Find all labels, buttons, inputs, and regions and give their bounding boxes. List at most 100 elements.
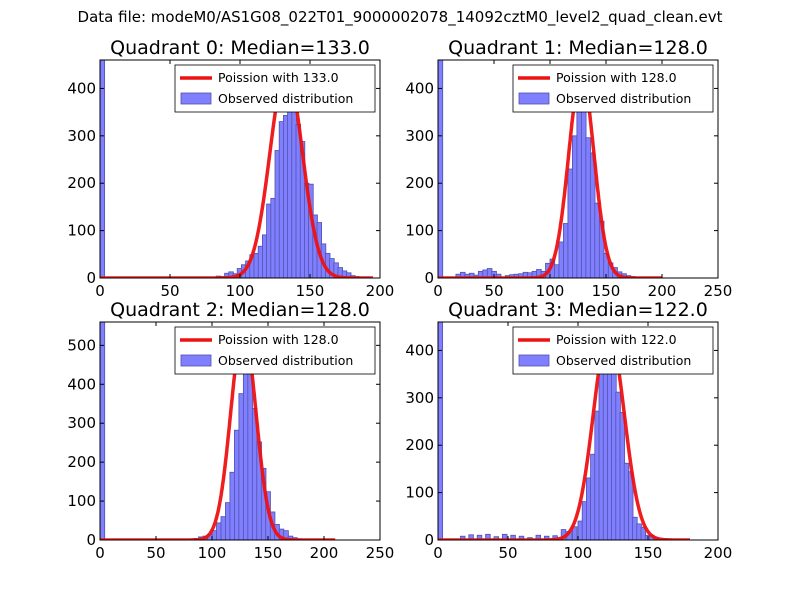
x-tick-label: 100 [198,544,227,562]
y-tick-label: 100 [67,492,96,510]
figure-suptitle: Data file: modeM0/AS1G08_022T01_90000020… [77,8,723,26]
y-tick-label: 100 [405,222,434,240]
histogram-bar [216,522,222,540]
x-tick-label: 150 [296,282,325,300]
legend-label-observed: Observed distribution [556,353,691,368]
legend-label-poisson: Poission with 128.0 [556,70,677,85]
x-tick-label: 0 [95,544,105,562]
y-tick-label: 0 [86,531,96,549]
subplot-title: Quadrant 3: Median=122.0 [448,299,708,321]
histogram-bar [576,94,582,278]
histogram-bar [594,202,600,278]
y-tick-label: 100 [405,484,434,502]
histogram-bar [220,516,227,540]
subplot-quadrant-2: 0 50 100 150 200 250 0 100 200 300 400 500 Quadrant … [67,299,394,562]
subplot-quadrant-0: 0 50 100 150 200 0 100 200 300 400 Quadrant 0: Med… [67,37,394,300]
histogram-bar [438,60,444,278]
x-tick-label: 100 [564,544,593,562]
y-tick-label: 200 [405,174,434,192]
y-tick-label: 0 [424,531,434,549]
histogram-bar [283,530,289,540]
y-tick-label: 500 [67,336,96,354]
y-tick-label: 300 [405,389,434,407]
x-tick-label: 0 [433,282,443,300]
subplot-quadrant-3: 0 50 100 150 200 0 100 200 300 400 Quadrant 3: Med… [405,299,732,562]
x-tick-label: 150 [254,544,283,562]
histogram-bar [438,322,444,540]
histogram-bar [585,137,591,278]
legend-patch-swatch [180,354,212,367]
histogram-bar [554,264,560,278]
histogram-bar [580,107,587,278]
histogram-bar [501,533,508,540]
y-tick-label: 400 [67,79,96,97]
legend: Poission with 122.0 Observed distribution [512,326,714,375]
legend-label-observed: Observed distribution [218,91,353,106]
histogram-bar [558,241,565,278]
legend-label-poisson: Poission with 128.0 [218,332,339,347]
plot-area [100,322,337,540]
y-tick-label: 300 [405,127,434,145]
x-tick-label: 0 [433,544,443,562]
x-tick-label: 250 [366,544,395,562]
legend-patch-swatch [180,92,212,105]
x-tick-label: 250 [704,282,733,300]
x-tick-label: 100 [226,282,255,300]
histogram-bar [225,502,231,540]
plot-area [438,322,692,540]
y-tick-label: 0 [424,269,434,287]
histogram-bar [495,273,502,278]
poisson-curve [100,67,375,278]
axes-frame [99,321,381,541]
legend-label-observed: Observed distribution [218,353,353,368]
x-tick-label: 150 [592,282,621,300]
subplot-title: Quadrant 2: Median=128.0 [110,299,370,321]
histogram-bar [238,393,244,540]
histogram-bar [242,356,249,540]
y-tick-label: 400 [405,79,434,97]
histogram-bar [572,135,578,278]
subplot-title: Quadrant 0: Median=133.0 [110,37,370,59]
y-tick-label: 200 [405,436,434,454]
x-tick-label: 150 [634,544,663,562]
y-tick-label: 300 [67,127,96,145]
histogram-bar [233,429,240,540]
y-tick-label: 200 [67,453,96,471]
legend-patch-swatch [518,92,550,105]
y-tick-label: 0 [86,269,96,287]
poisson-curve [438,72,664,278]
histogram-bar [100,60,106,278]
plot-area [438,60,664,278]
legend-label-poisson: Poission with 122.0 [556,332,677,347]
y-tick-label: 200 [67,174,96,192]
x-tick-label: 200 [310,544,339,562]
histogram-bar [100,322,106,540]
legend: Poission with 133.0 Observed distribution [174,64,376,113]
x-tick-label: 0 [95,282,105,300]
legend-patch-swatch [518,354,550,367]
subplot-quadrant-1: 0 50 100 150 200 250 0 100 200 300 400 Quadrant 1: … [405,37,732,300]
x-tick-label: 50 [160,282,179,300]
subplot-title: Quadrant 1: Median=128.0 [448,37,708,59]
poisson-curve [438,329,692,540]
x-tick-label: 50 [498,544,517,562]
legend: Poission with 128.0 Observed distribution [174,326,376,375]
legend-label-observed: Observed distribution [556,91,691,106]
legend: Poission with 128.0 Observed distribution [512,64,714,113]
x-tick-label: 200 [704,544,733,562]
histogram-bar [247,366,253,540]
x-tick-label: 50 [146,544,165,562]
x-tick-label: 50 [484,282,503,300]
y-tick-label: 400 [405,341,434,359]
legend-label-poisson: Poission with 133.0 [218,70,339,85]
y-tick-label: 400 [67,375,96,393]
y-tick-label: 100 [67,222,96,240]
x-tick-label: 100 [536,282,565,300]
plot-area [100,60,375,278]
poisson-curve [100,328,337,540]
x-tick-label: 200 [366,282,395,300]
histogram-bar [567,168,574,278]
y-tick-label: 300 [67,414,96,432]
histogram-bar [563,223,569,278]
